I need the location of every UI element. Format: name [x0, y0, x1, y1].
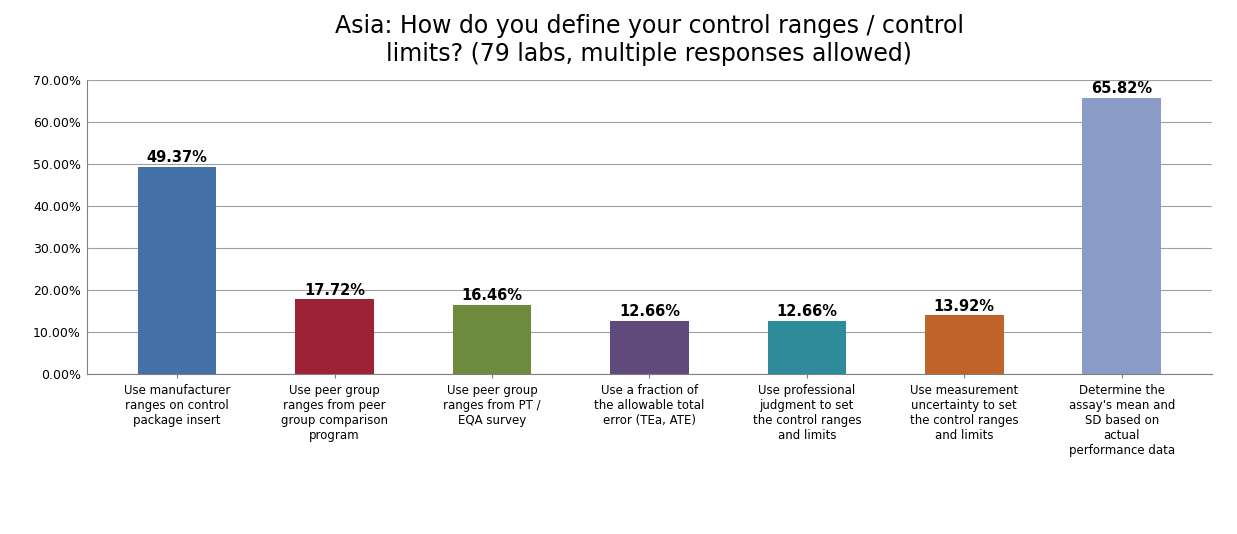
Bar	[453, 305, 532, 374]
Bar	[925, 316, 1003, 374]
Bar	[296, 300, 374, 374]
Title: Asia: How do you define your control ranges / control
limits? (79 labs, multiple: Asia: How do you define your control ran…	[335, 14, 964, 66]
Text: 65.82%: 65.82%	[1091, 81, 1153, 96]
Text: 16.46%: 16.46%	[461, 288, 522, 303]
Bar	[610, 321, 689, 374]
Text: 12.66%: 12.66%	[618, 304, 680, 319]
Bar	[1082, 98, 1162, 374]
Text: 13.92%: 13.92%	[934, 299, 995, 313]
Bar	[767, 321, 846, 374]
Bar	[137, 167, 216, 374]
Text: 49.37%: 49.37%	[147, 150, 208, 165]
Text: 12.66%: 12.66%	[777, 304, 837, 319]
Text: 17.72%: 17.72%	[304, 283, 365, 298]
